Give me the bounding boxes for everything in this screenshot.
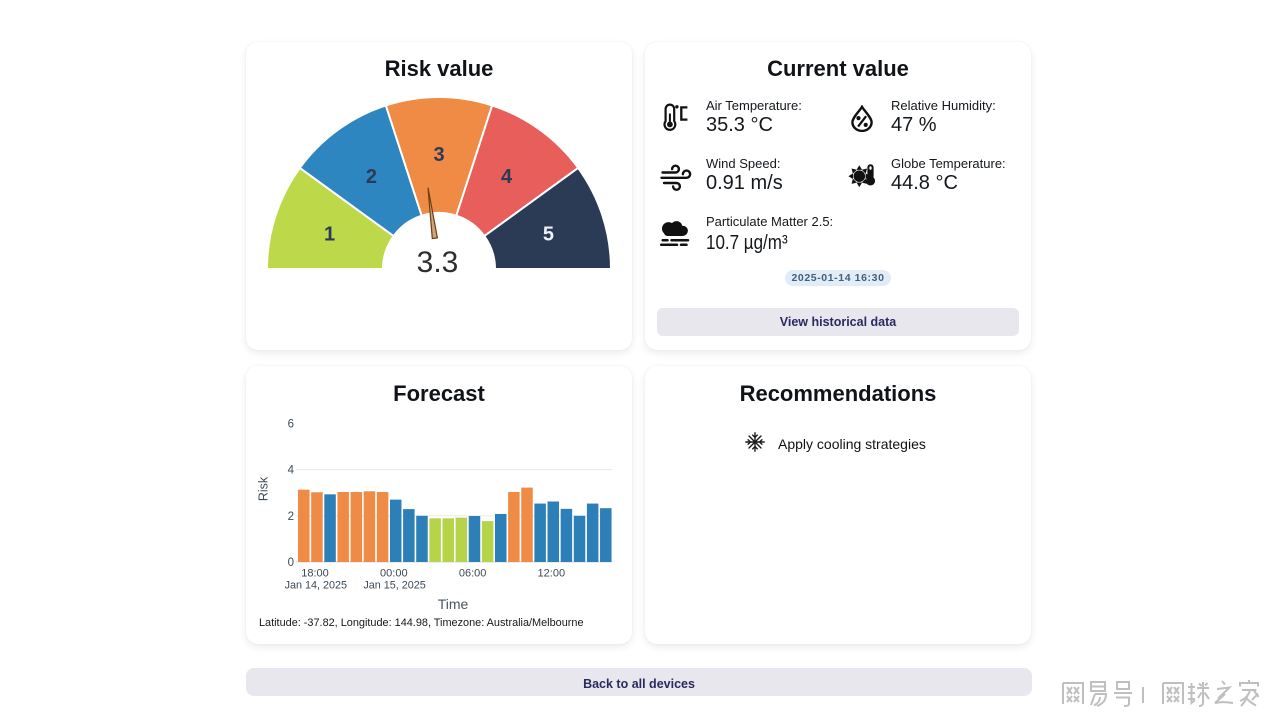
svg-text:6: 6 — [288, 418, 294, 430]
svg-text:0: 0 — [288, 557, 294, 569]
svg-text:4: 4 — [288, 465, 295, 477]
svg-text:Jan 15, 2025: Jan 15, 2025 — [363, 580, 425, 592]
svg-text:4: 4 — [501, 166, 513, 188]
svg-text:2: 2 — [288, 511, 294, 523]
svg-text:12:00: 12:00 — [538, 568, 566, 580]
svg-text:Jan 14, 2025: Jan 14, 2025 — [285, 580, 347, 592]
svg-text:2: 2 — [366, 166, 377, 188]
svg-text:06:00: 06:00 — [459, 568, 487, 580]
svg-text:5: 5 — [543, 224, 554, 246]
svg-text:3.3: 3.3 — [417, 246, 459, 279]
svg-text:3: 3 — [433, 144, 444, 166]
svg-text:Time: Time — [438, 596, 469, 612]
svg-text:18:00: 18:00 — [301, 568, 329, 580]
svg-text:1: 1 — [324, 224, 335, 246]
svg-text:Risk: Risk — [257, 476, 271, 501]
svg-text:00:00: 00:00 — [380, 568, 408, 580]
